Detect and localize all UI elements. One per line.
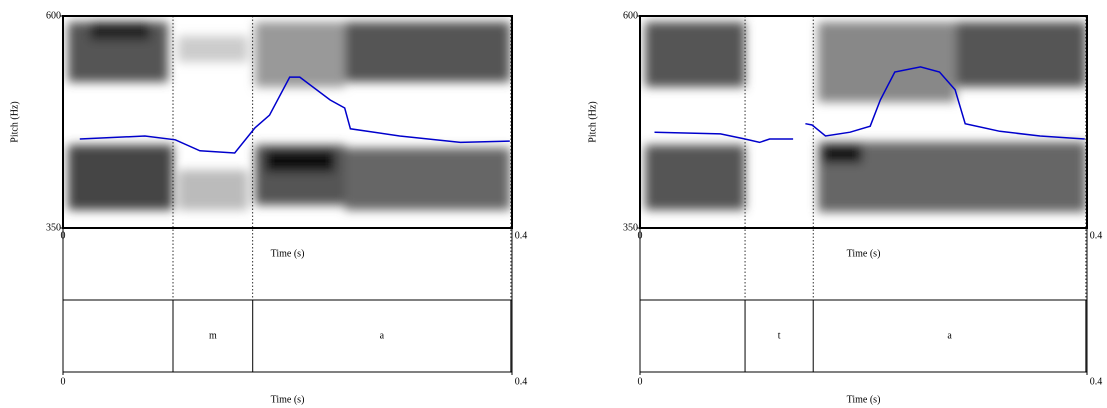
x-tick-label: 0.4 — [515, 230, 528, 241]
x-tick-label: 0 — [638, 376, 643, 387]
y-tick-label: 600 — [46, 10, 61, 21]
interval-label: a — [947, 330, 952, 341]
x-tick-label: 0 — [61, 376, 66, 387]
x-tick-label: 0 — [638, 230, 643, 241]
y-axis-label: Pitch (Hz) — [9, 101, 20, 142]
x-tick-label: 0.4 — [1090, 230, 1103, 241]
pitch-line — [654, 66, 1085, 144]
x-tick-label: 0 — [61, 230, 66, 241]
x-axis-label: Time (s) — [271, 248, 305, 259]
y-tick-label: 350 — [623, 222, 638, 233]
pitch-line — [79, 76, 510, 154]
x-axis-label: Time (s) — [847, 394, 881, 405]
y-tick-label: 600 — [623, 10, 638, 21]
x-axis-label: Time (s) — [271, 394, 305, 405]
y-axis-label: Pitch (Hz) — [587, 101, 598, 142]
spectrogram — [68, 22, 510, 210]
spectrogram — [645, 22, 1086, 212]
x-tick-label: 0.4 — [1090, 376, 1103, 387]
interval-label: m — [209, 330, 217, 341]
x-tick-label: 0.4 — [515, 376, 528, 387]
x-axis-label: Time (s) — [847, 248, 881, 259]
interval-label: t — [778, 330, 781, 341]
y-tick-label: 350 — [46, 222, 61, 233]
interval-label: a — [380, 330, 385, 341]
